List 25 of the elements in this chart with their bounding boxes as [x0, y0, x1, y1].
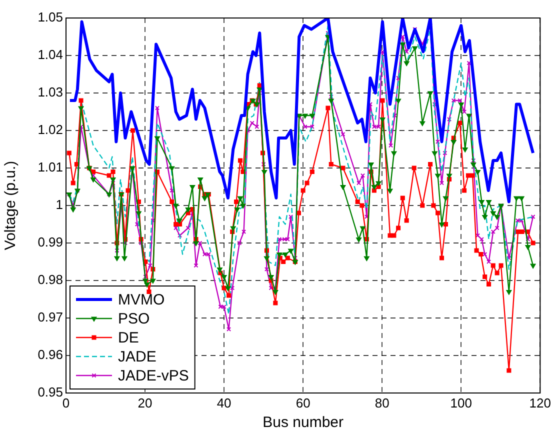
x-tick-label: 100 — [450, 395, 472, 410]
legend-label: MVMO — [118, 292, 165, 309]
y-tick-label: 1.01 — [38, 160, 63, 175]
x-tick-label: 120 — [529, 395, 552, 410]
y-axis-title: Voltage (p.u.) — [2, 160, 20, 250]
y-tick-label: 0.95 — [38, 384, 63, 400]
legend-label: JADE — [118, 348, 156, 366]
y-tick-label: 1.04 — [38, 47, 63, 62]
y-tick-label: 1 — [56, 197, 63, 212]
legend-label: DE — [118, 330, 139, 347]
x-tick-label: 20 — [138, 395, 152, 410]
x-tick-label: 80 — [374, 395, 390, 410]
y-tick-label: 0.99 — [38, 234, 63, 250]
y-tick-label: 0.97 — [38, 310, 63, 325]
x-tick-label: 0 — [62, 395, 70, 410]
y-tick-label: 0.96 — [38, 347, 63, 362]
legend-label: JADE-vPS — [118, 368, 189, 385]
y-tick-label: 1.03 — [38, 84, 63, 100]
y-tick-label: 1.05 — [38, 10, 63, 25]
y-tick-label: 0.98 — [38, 272, 63, 288]
legend-label: PSO — [118, 310, 150, 328]
x-axis-title: Bus number — [262, 414, 344, 432]
y-tick-label: 1.02 — [38, 122, 63, 138]
x-tick-label: 60 — [296, 395, 310, 410]
x-tick-label: 40 — [216, 395, 232, 410]
